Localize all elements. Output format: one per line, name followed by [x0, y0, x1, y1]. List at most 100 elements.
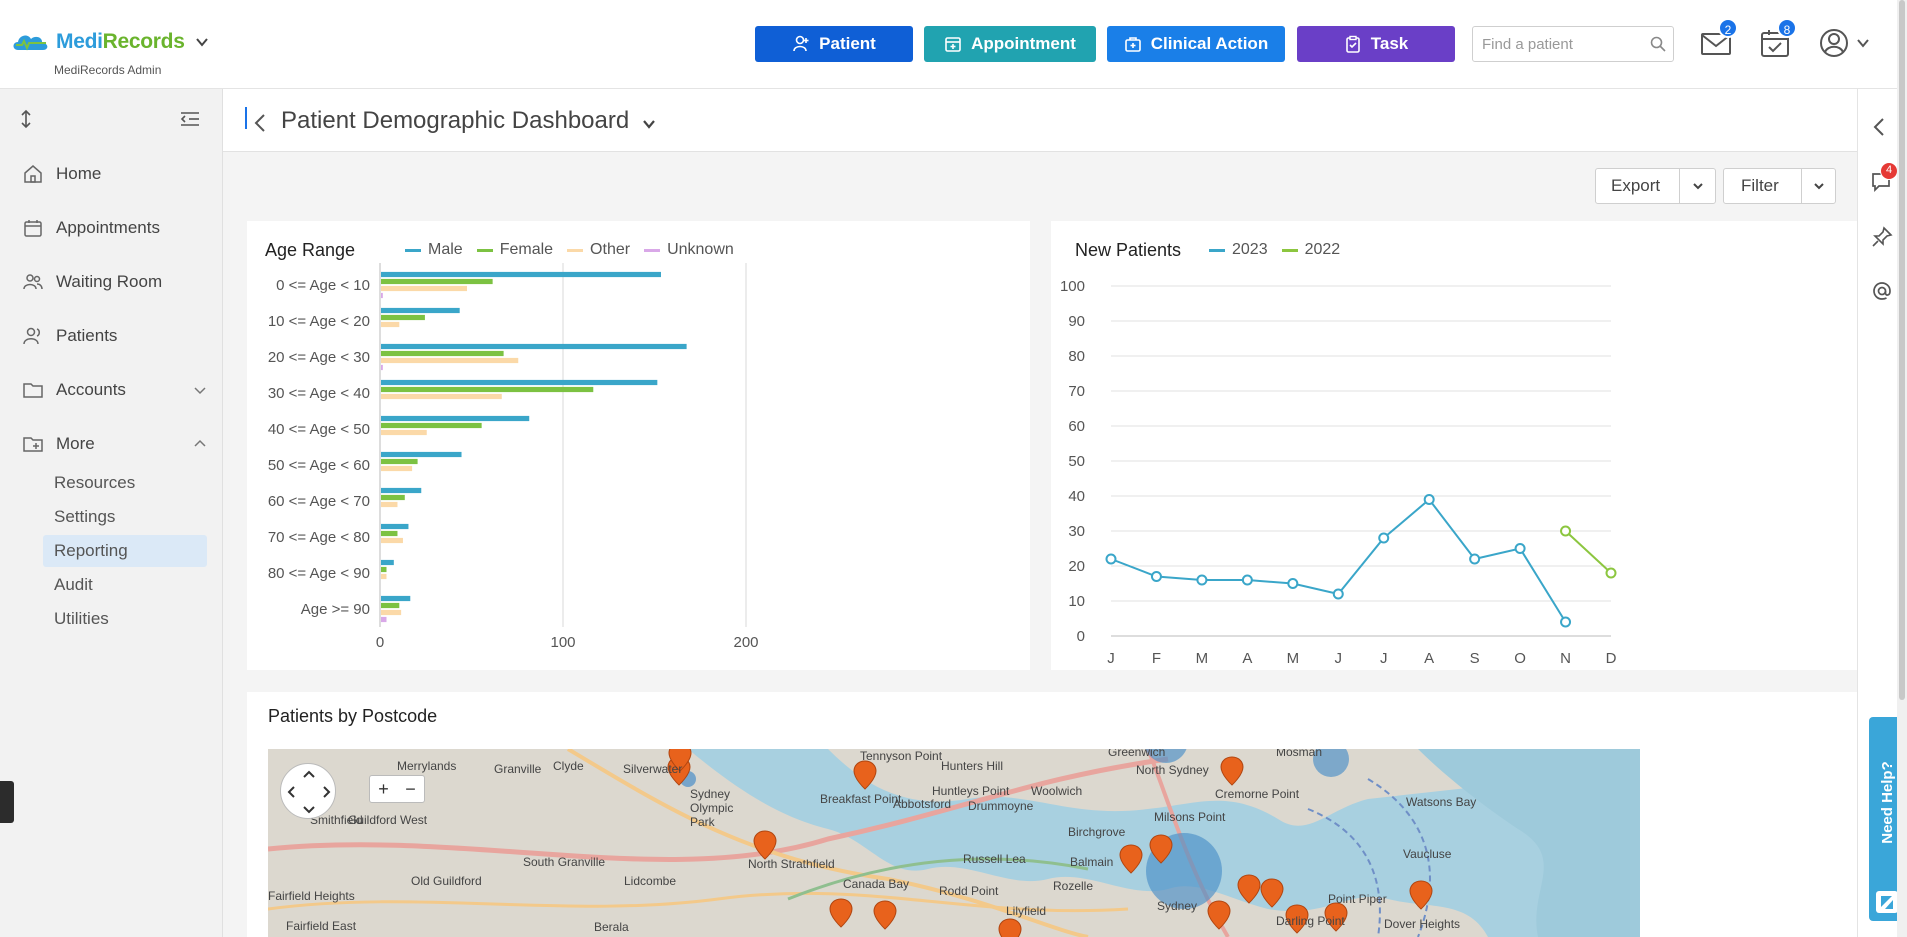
- export-button[interactable]: Export: [1595, 168, 1716, 204]
- bar: [381, 278, 493, 285]
- map-label: North Sydney: [1136, 763, 1209, 777]
- filter-button[interactable]: Filter: [1723, 168, 1836, 204]
- bar: [381, 609, 402, 616]
- tasks-button[interactable]: 8: [1759, 18, 1797, 64]
- bar: [381, 523, 409, 530]
- map-label: Darling Point: [1276, 914, 1345, 928]
- new-patient-button[interactable]: Patient: [755, 26, 913, 62]
- sidebar-item-waiting-room[interactable]: Waiting Room: [22, 262, 207, 302]
- new-task-button[interactable]: Task: [1297, 26, 1455, 62]
- chevron-down-icon: [1813, 183, 1824, 190]
- legend-swatch: [1209, 248, 1225, 252]
- patient-search-input[interactable]: [1482, 35, 1642, 53]
- x-tick-label: J: [1335, 650, 1343, 667]
- y-tick-label: 50 <= Age < 60: [268, 457, 370, 474]
- comments-count-badge: 4: [1880, 162, 1898, 180]
- zoom-in-button[interactable]: +: [378, 779, 389, 799]
- sidebar-subitem-settings[interactable]: Settings: [54, 507, 116, 526]
- sidebar-item-more[interactable]: More: [22, 424, 207, 464]
- new-appointment-button[interactable]: Appointment: [924, 26, 1096, 62]
- legend-label: 2022: [1304, 241, 1341, 258]
- user-menu-button[interactable]: [1818, 27, 1870, 59]
- messages-button[interactable]: 2: [1700, 18, 1738, 64]
- chevron-down-icon[interactable]: [195, 35, 209, 49]
- side-tab-handle[interactable]: [0, 781, 14, 823]
- bar: [381, 292, 383, 299]
- sidebar-item-patients[interactable]: Patients: [22, 316, 207, 356]
- map-label: Clyde: [553, 759, 584, 773]
- patient-search[interactable]: [1472, 26, 1674, 62]
- sidebar-item-label: Accounts: [56, 380, 126, 399]
- messages-count-badge: 2: [1718, 18, 1738, 38]
- bar: [381, 343, 687, 350]
- bar: [381, 364, 383, 371]
- legend-label: 2023: [1232, 241, 1268, 258]
- search-icon[interactable]: [1650, 36, 1666, 52]
- collapse-sidebar-icon[interactable]: [180, 111, 200, 127]
- sidebar-subitem-audit[interactable]: Audit: [54, 575, 93, 594]
- legend-swatch: [644, 248, 661, 252]
- legend-item-male[interactable]: Male: [405, 241, 463, 259]
- brand-name: MediRecords: [56, 30, 185, 54]
- x-tick-label: M: [1287, 650, 1300, 667]
- legend-item-unknown[interactable]: Unknown: [644, 241, 734, 259]
- app-logo[interactable]: MediRecords: [10, 30, 209, 54]
- y-tick-label: 70: [1068, 383, 1085, 400]
- mention-icon[interactable]: [1871, 280, 1893, 302]
- age-range-legend: Male Female Other Unknown: [405, 241, 734, 259]
- legend-item-2023[interactable]: 2023: [1209, 241, 1268, 259]
- x-tick-label: J: [1380, 650, 1388, 667]
- x-tick-label: D: [1606, 650, 1617, 667]
- chevron-left-icon[interactable]: [1872, 117, 1886, 137]
- bar: [381, 393, 502, 400]
- data-point: [1378, 532, 1390, 544]
- legend-item-other[interactable]: Other: [567, 241, 630, 259]
- x-tick-label: F: [1152, 650, 1161, 667]
- filter-dropdown[interactable]: [1801, 169, 1835, 203]
- sidebar-item-appointments[interactable]: Appointments: [22, 208, 207, 248]
- legend-swatch: [567, 248, 584, 252]
- map-label: Lilyfield: [1006, 904, 1047, 918]
- map-label: Watsons Bay: [1406, 795, 1477, 809]
- data-point: [1514, 543, 1526, 554]
- folder-icon: [23, 383, 43, 398]
- map-label: Sydney Olympic Park: [690, 787, 734, 829]
- map-pan-control[interactable]: [280, 763, 336, 819]
- sidebar-subitem-reporting[interactable]: Reporting: [43, 535, 207, 567]
- map-label: Woolwich: [1031, 784, 1083, 798]
- y-tick-label: Age >= 90: [301, 601, 370, 618]
- map-label: Abbotsford: [893, 797, 952, 811]
- legend-item-2022[interactable]: 2022: [1281, 241, 1341, 259]
- bar: [381, 415, 530, 422]
- sidebar-item-label: Appointments: [56, 218, 160, 237]
- back-arrow-icon[interactable]: [253, 113, 267, 133]
- map-label: Granville: [494, 762, 542, 776]
- comments-button[interactable]: 4: [1870, 162, 1898, 198]
- chevron-down-icon[interactable]: [642, 117, 656, 131]
- map-label: Point Piper: [1328, 892, 1387, 906]
- clinical-action-button[interactable]: Clinical Action: [1107, 26, 1285, 62]
- scrollbar-thumb[interactable]: [1899, 0, 1905, 700]
- chevron-down-icon: [1857, 39, 1869, 48]
- sidebar-subitem-resources[interactable]: Resources: [54, 473, 136, 492]
- map-zoom-control[interactable]: + −: [369, 775, 425, 803]
- brand-part-1: Medi: [56, 30, 103, 53]
- legend-item-female[interactable]: Female: [476, 241, 553, 259]
- sidebar-item-label: Patients: [56, 326, 118, 345]
- page-scrollbar[interactable]: [1897, 0, 1907, 937]
- x-tick-label: O: [1514, 650, 1526, 667]
- postcode-map[interactable]: Merrylands Granville Clyde Silverwater S…: [268, 749, 1640, 937]
- pan-arrows-icon: [287, 770, 331, 814]
- map-label: Hunters Hill: [941, 759, 1004, 773]
- expand-vertical-icon[interactable]: [18, 109, 34, 129]
- pin-icon[interactable]: [1871, 226, 1893, 248]
- y-tick-label: 0: [1077, 628, 1085, 645]
- zoom-out-button[interactable]: −: [405, 779, 416, 799]
- y-tick-label: 10: [1068, 593, 1085, 610]
- sidebar-item-accounts[interactable]: Accounts: [22, 370, 207, 410]
- help-chat-icon: [1876, 891, 1898, 913]
- map-label: Canada Bay: [843, 877, 910, 891]
- sidebar-subitem-utilities[interactable]: Utilities: [54, 609, 109, 628]
- export-dropdown[interactable]: [1679, 169, 1715, 203]
- sidebar-item-home[interactable]: Home: [22, 154, 207, 194]
